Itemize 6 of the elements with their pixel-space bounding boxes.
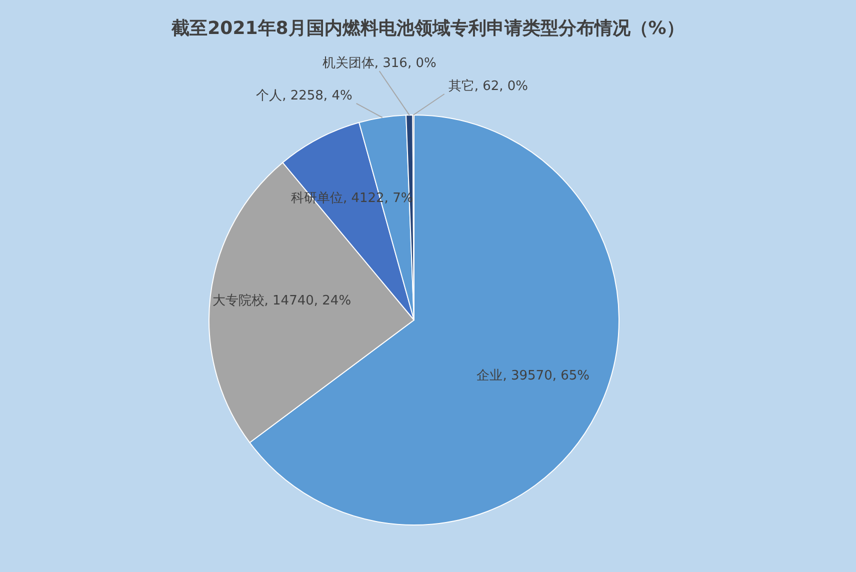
chart-title: 截至2021年8月国内燃料电池领域专利申请类型分布情况（%）: [170, 18, 684, 39]
slice-label: 大专院校, 14740, 24%: [212, 293, 352, 308]
slice-label: 个人, 2258, 4%: [256, 88, 352, 104]
slice-label: 企业, 39570, 65%: [476, 368, 590, 384]
slice-label: 其它, 62, 0%: [448, 78, 528, 94]
slice-label: 机关团体, 316, 0%: [322, 56, 436, 72]
